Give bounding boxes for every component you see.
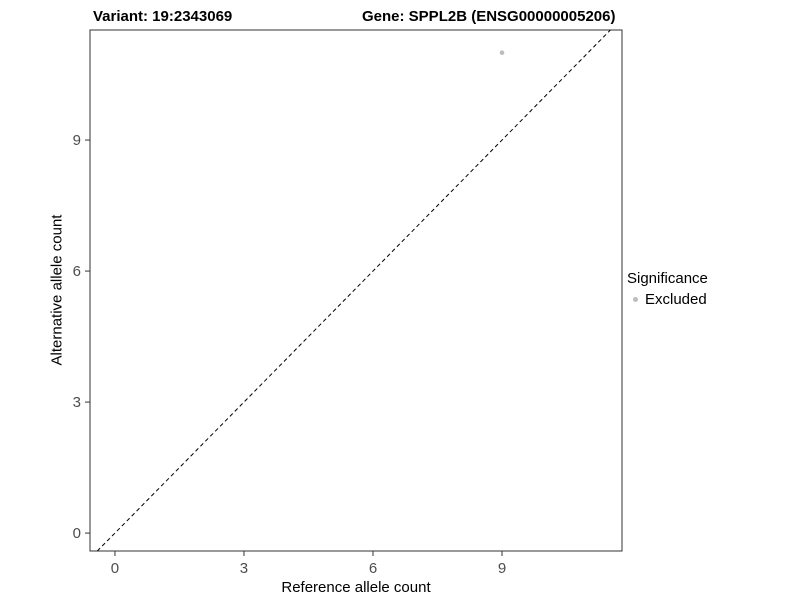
- x-tick-label: 9: [498, 560, 506, 577]
- y-axis-title: Alternative allele count: [48, 214, 66, 366]
- legend-items: Excluded: [627, 291, 797, 308]
- identity-reference-line: [96, 29, 611, 552]
- y-tick-label: 6: [73, 263, 81, 280]
- y-tick-label: 9: [73, 132, 81, 149]
- legend-item: Excluded: [627, 291, 797, 308]
- y-tick-label: 3: [73, 394, 81, 411]
- y-tick-label: 0: [73, 525, 81, 542]
- x-tick-label: 3: [240, 560, 248, 577]
- x-tick-label: 6: [369, 560, 377, 577]
- legend-swatch-icon: [633, 297, 638, 302]
- legend-item-label: Excluded: [645, 291, 707, 308]
- plot-title-variant: Variant: 19:2343069: [93, 8, 233, 25]
- plot-title-gene: Gene: SPPL2B (ENSG00000005206): [362, 8, 616, 25]
- x-tick-label: 0: [111, 560, 119, 577]
- data-point: [499, 50, 505, 56]
- legend-title: Significance: [627, 270, 708, 287]
- legend: Significance Excluded: [627, 270, 797, 308]
- plot-panel: [89, 29, 623, 552]
- x-axis-title: Reference allele count: [281, 579, 431, 596]
